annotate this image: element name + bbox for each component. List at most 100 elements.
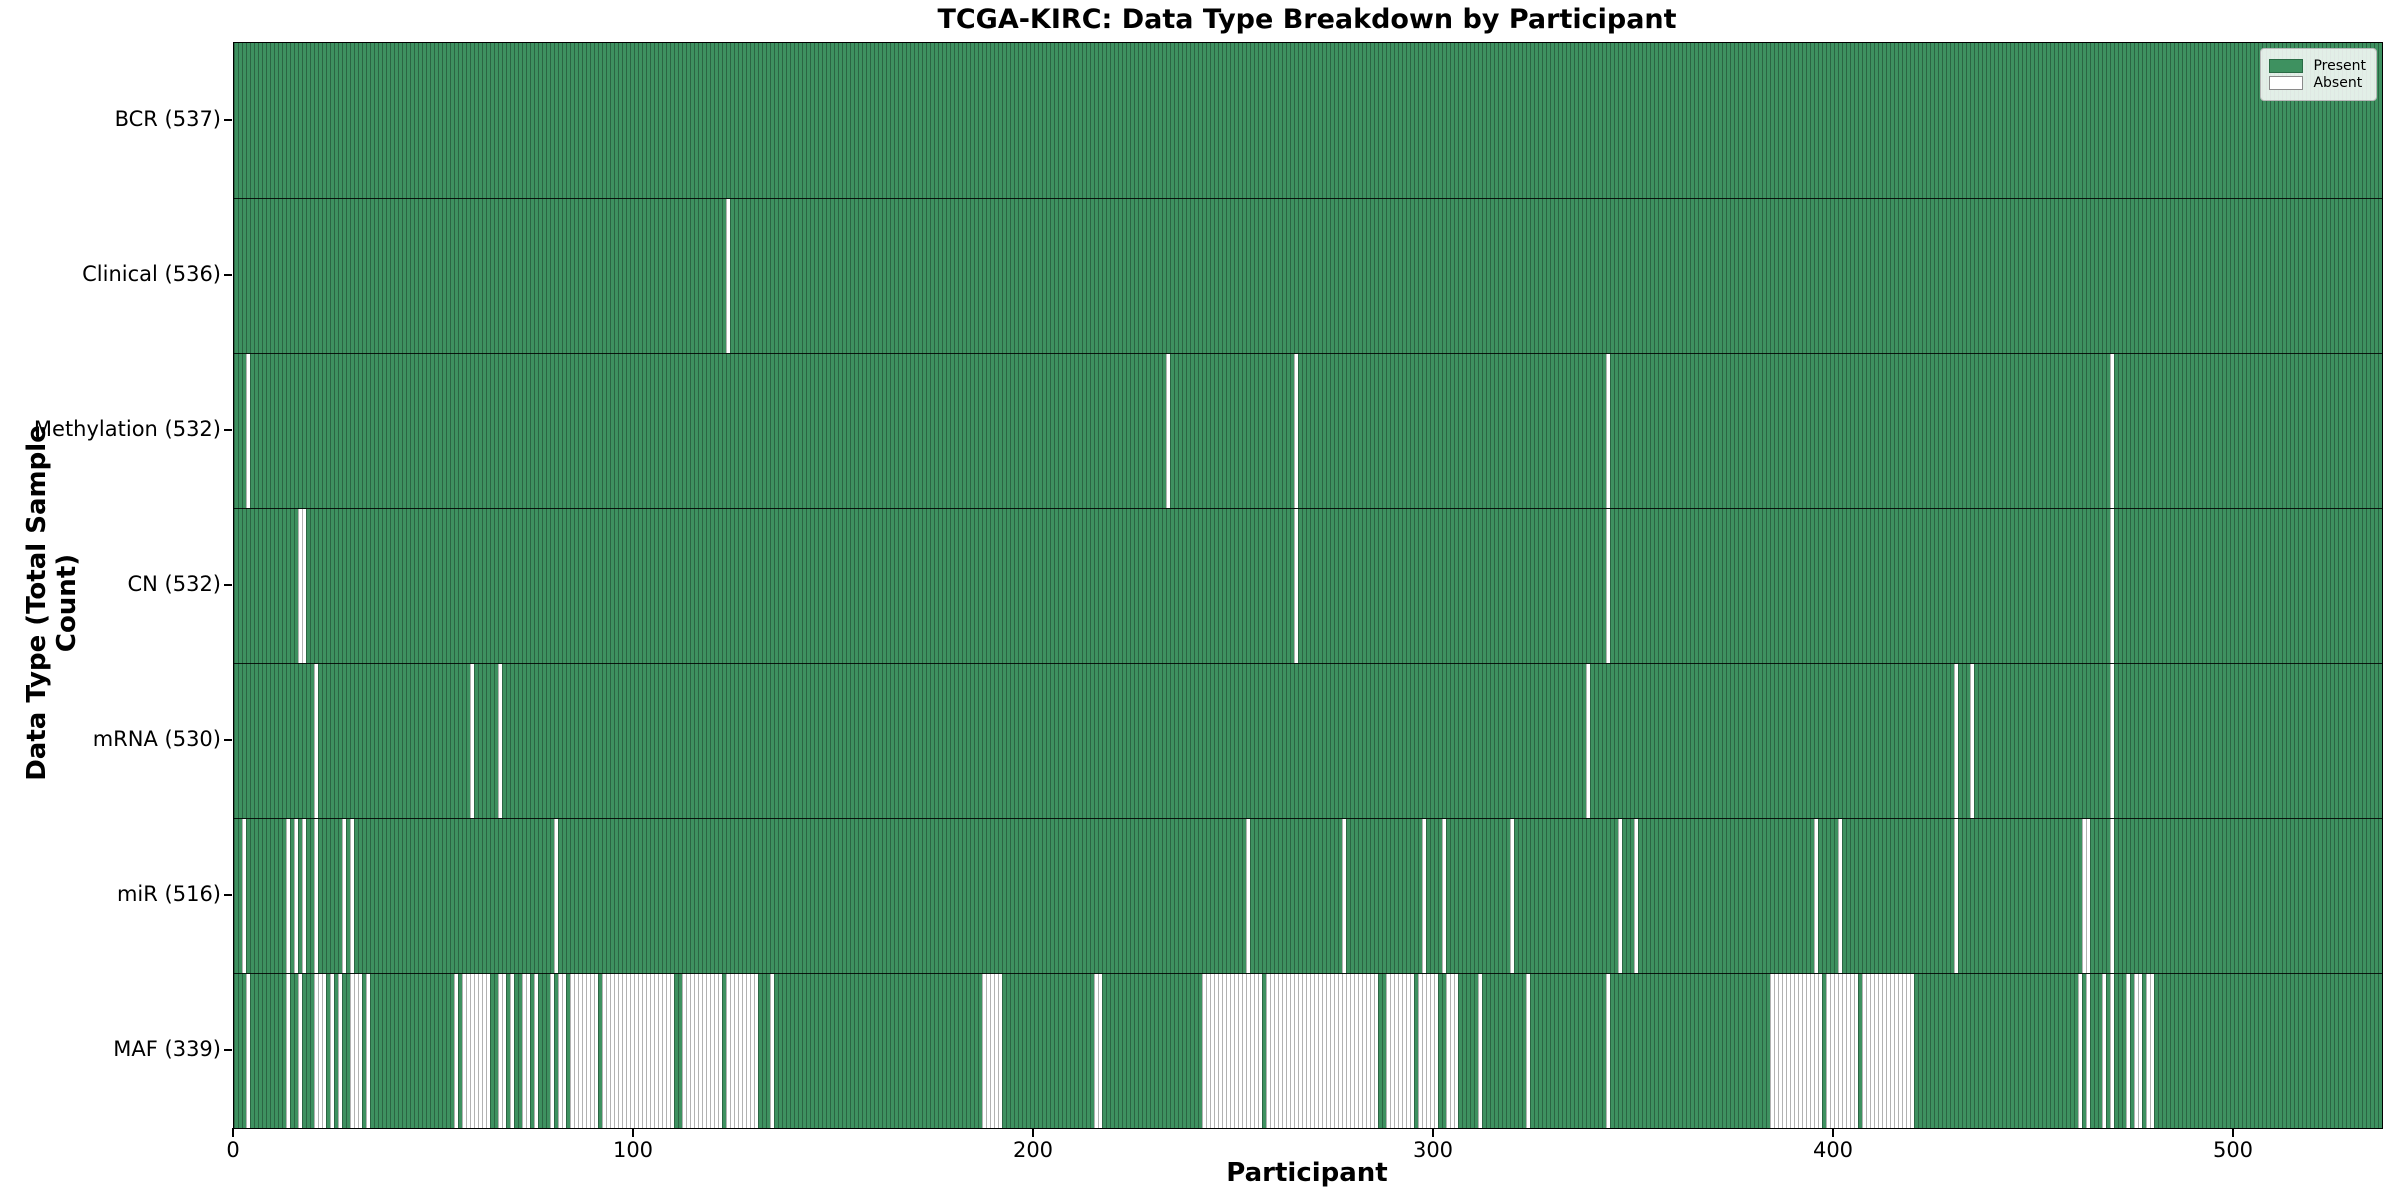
xtick-mark (2232, 1128, 2234, 1137)
ytick-label-Methylation: Methylation (532) (33, 416, 221, 441)
absent-stripe-MAF (462, 974, 490, 1128)
absent-stripe-MAF (286, 974, 290, 1128)
absent-stripe-Methylation (2110, 354, 2114, 508)
legend-entry-absent: Absent (2269, 76, 2366, 90)
row-band-BCR (234, 43, 2382, 198)
absent-stripe-mRNA (314, 664, 318, 818)
absent-stripe-MAF (2134, 974, 2142, 1128)
absent-stripe-miR (1342, 819, 1346, 973)
absent-stripe-MAF (570, 974, 598, 1128)
absent-stripe-mRNA (1970, 664, 1974, 818)
absent-stripe-miR (1442, 819, 1446, 973)
absent-stripe-MAF (558, 974, 566, 1128)
xtick-label-400: 400 (1812, 1138, 1854, 1162)
absent-stripe-MAF (1386, 974, 1414, 1128)
ytick-label-MAF: MAF (339) (113, 1036, 221, 1061)
ytick-mark (224, 1048, 232, 1051)
absent-stripe-MAF (1202, 974, 1262, 1128)
present-swatch (2269, 59, 2304, 73)
absent-stripe-MAF (522, 974, 530, 1128)
absent-stripe-MAF (1770, 974, 1822, 1128)
absent-stripe-MAF (338, 974, 342, 1128)
xtick-mark (1432, 1128, 1434, 1137)
row-band-CN (234, 508, 2382, 663)
absent-stripe-CN (1294, 509, 1298, 663)
absent-stripe-MAF (682, 974, 722, 1128)
absent-stripe-miR (2110, 819, 2114, 973)
row-band-miR (234, 818, 2382, 973)
absent-stripe-MAF (602, 974, 674, 1128)
xtick-mark (1832, 1128, 1834, 1137)
absent-stripe-mRNA (2110, 664, 2114, 818)
ytick-mark (224, 118, 232, 121)
absent-stripe-MAF (1478, 974, 1482, 1128)
xtick-label-200: 200 (1012, 1138, 1054, 1162)
row-band-Methylation (234, 353, 2382, 508)
absent-stripe-miR (294, 819, 298, 973)
absent-stripe-MAF (550, 974, 554, 1128)
absent-stripe-MAF (2126, 974, 2130, 1128)
xtick-mark (1032, 1128, 1034, 1137)
legend-label-present: Present (2313, 58, 2366, 74)
plot-area: Present Absent (233, 42, 2383, 1129)
absent-stripe-miR (342, 819, 346, 973)
absent-stripe-Clinical (726, 199, 730, 353)
absent-stripe-MAF (1826, 974, 1858, 1128)
absent-stripe-MAF (1526, 974, 1530, 1128)
absent-stripe-mRNA (1954, 664, 1958, 818)
absent-stripe-mRNA (498, 664, 502, 818)
ytick-label-CN: CN (532) (127, 571, 221, 596)
absent-stripe-MAF (454, 974, 458, 1128)
row-band-mRNA (234, 663, 2382, 818)
absent-stripe-miR (286, 819, 290, 973)
absent-stripe-MAF (982, 974, 1002, 1128)
ytick-label-miR: miR (516) (116, 881, 221, 906)
absent-stripe-miR (1954, 819, 1958, 973)
absent-stripe-MAF (2102, 974, 2106, 1128)
absent-stripe-MAF (726, 974, 758, 1128)
absent-stripe-miR (242, 819, 246, 973)
absent-stripe-MAF (1862, 974, 1914, 1128)
absent-stripe-miR (314, 819, 318, 973)
absent-stripe-MAF (246, 974, 250, 1128)
absent-stripe-CN (298, 509, 306, 663)
absent-stripe-mRNA (1586, 664, 1590, 818)
absent-stripe-miR (1838, 819, 1842, 973)
xtick-label-500: 500 (2212, 1138, 2254, 1162)
absent-stripe-CN (1606, 509, 1610, 663)
xtick-label-100: 100 (612, 1138, 654, 1162)
absent-stripe-MAF (1606, 974, 1610, 1128)
absent-stripe-miR (1618, 819, 1622, 973)
absent-stripe-MAF (1446, 974, 1458, 1128)
xtick-label-0: 0 (226, 1138, 240, 1162)
absent-stripe-CN (2110, 509, 2114, 663)
absent-stripe-MAF (770, 974, 774, 1128)
absent-stripe-Methylation (246, 354, 250, 508)
absent-stripe-MAF (1418, 974, 1438, 1128)
chart-title: TCGA-KIRC: Data Type Breakdown by Partic… (937, 4, 1677, 35)
ytick-mark (224, 428, 232, 431)
absent-stripe-MAF (2110, 974, 2114, 1128)
absent-stripe-MAF (1266, 974, 1378, 1128)
absent-stripe-Methylation (1294, 354, 1298, 508)
ytick-mark (224, 273, 232, 276)
ytick-mark (224, 583, 232, 586)
legend-entry-present: Present (2269, 59, 2366, 73)
absent-stripe-Methylation (1166, 354, 1170, 508)
row-band-Clinical (234, 198, 2382, 353)
absent-stripe-Methylation (1606, 354, 1610, 508)
absent-stripe-MAF (534, 974, 538, 1128)
absent-stripe-miR (2082, 819, 2090, 973)
absent-stripe-mRNA (470, 664, 474, 818)
absent-stripe-MAF (1094, 974, 1102, 1128)
absent-stripe-MAF (366, 974, 370, 1128)
absent-stripe-miR (302, 819, 306, 973)
xtick-label-300: 300 (1412, 1138, 1454, 1162)
absent-stripe-MAF (2146, 974, 2154, 1128)
ytick-label-Clinical: Clinical (536) (82, 261, 221, 286)
absent-stripe-miR (350, 819, 354, 973)
absent-stripe-miR (1422, 819, 1426, 973)
legend-label-absent: Absent (2313, 75, 2363, 91)
absent-stripe-MAF (510, 974, 514, 1128)
